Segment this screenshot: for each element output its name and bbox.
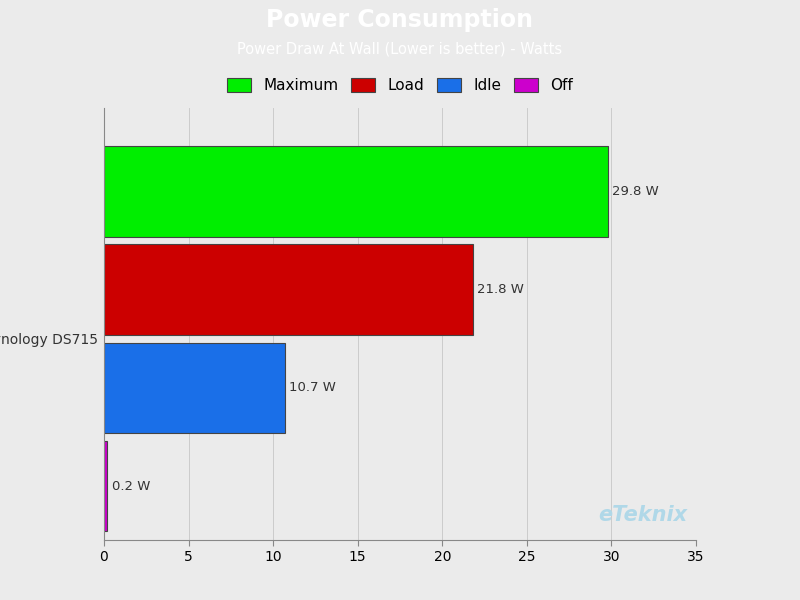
Bar xyxy=(104,146,608,236)
Legend: Maximum, Load, Idle, Off: Maximum, Load, Idle, Off xyxy=(224,74,576,97)
Text: 10.7 W: 10.7 W xyxy=(290,382,336,394)
Text: Power Consumption: Power Consumption xyxy=(266,8,534,32)
Text: Power Draw At Wall (Lower is better) - Watts: Power Draw At Wall (Lower is better) - W… xyxy=(238,41,562,56)
Bar xyxy=(104,441,107,531)
Bar xyxy=(104,244,473,335)
Text: 21.8 W: 21.8 W xyxy=(477,283,524,296)
Text: 0.2 W: 0.2 W xyxy=(112,479,150,493)
Text: 29.8 W: 29.8 W xyxy=(612,185,659,198)
Text: eTeknix: eTeknix xyxy=(598,505,687,525)
Bar xyxy=(104,343,285,433)
